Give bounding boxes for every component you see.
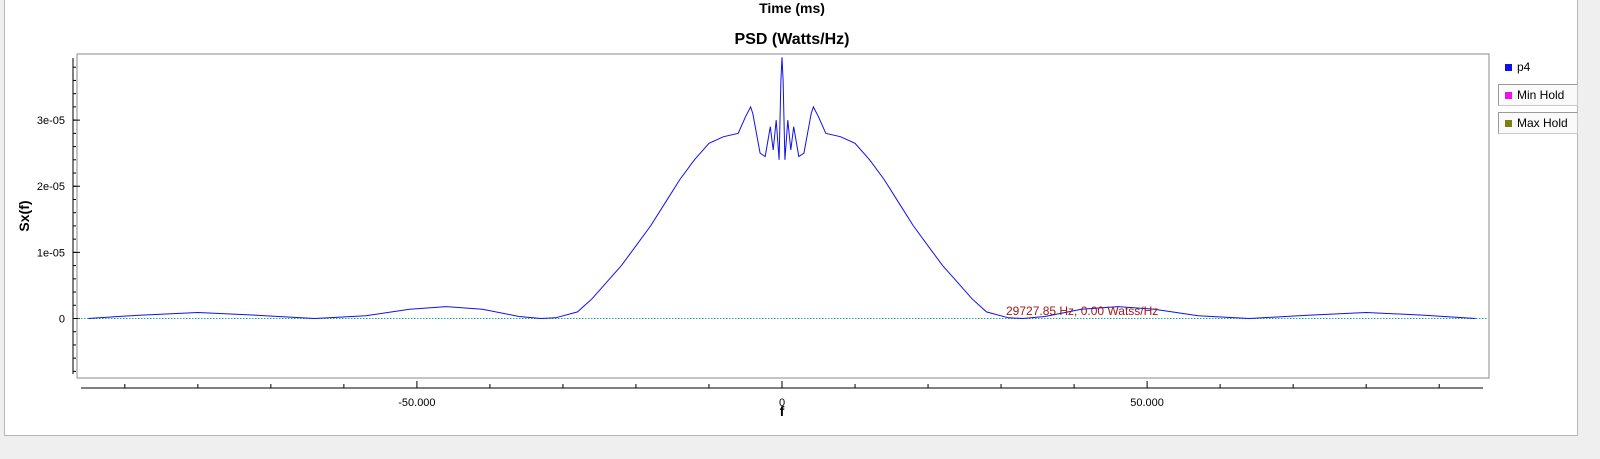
y-tick-label: 3e-05 — [37, 115, 65, 127]
legend-label: Min Hold — [1517, 88, 1565, 102]
legend-swatch-p4 — [1505, 63, 1512, 71]
y-tick-label: 0 — [59, 313, 65, 325]
legend: p4 Min Hold Max Hold — [1498, 56, 1578, 140]
y-tick-label: 1e-05 — [37, 247, 65, 259]
cursor-readout: 29727.85 Hz, 0.00 Watss/Hz — [1006, 304, 1158, 318]
time-axis-label: Time (ms) — [759, 0, 825, 16]
plot-canvas — [76, 53, 1490, 379]
legend-item-min-hold[interactable]: Min Hold — [1498, 84, 1578, 106]
legend-item-max-hold[interactable]: Max Hold — [1498, 112, 1578, 134]
y-axis-label: Sx(f) — [16, 200, 32, 231]
chart-title: PSD (Watts/Hz) — [734, 31, 850, 48]
x-tick-label: 0 — [779, 397, 785, 409]
legend-label: Max Hold — [1517, 116, 1568, 130]
x-tick-label: -50.000 — [398, 397, 435, 409]
y-tick-label: 2e-05 — [37, 181, 65, 193]
legend-label: p4 — [1517, 60, 1531, 74]
legend-item-p4[interactable]: p4 — [1498, 56, 1578, 78]
plot-panel: Time (ms) PSD (Watts/Hz) 0 1e-05 2e-05 3e-0… — [4, 0, 1578, 436]
x-axis-label: f — [780, 403, 785, 419]
x-tick-label: 50.000 — [1130, 397, 1164, 409]
series-line-p4 — [88, 57, 1476, 320]
legend-swatch-min-hold — [1505, 91, 1512, 99]
legend-swatch-max-hold — [1505, 119, 1512, 127]
